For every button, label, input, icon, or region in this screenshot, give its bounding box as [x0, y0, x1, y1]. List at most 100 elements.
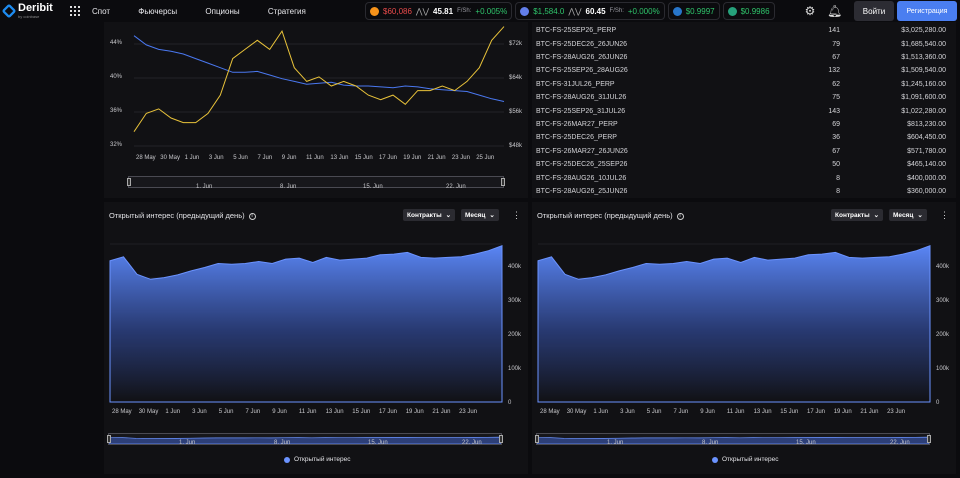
legend-label: Открытый интерес: [294, 456, 351, 463]
contract-count: 67: [832, 53, 840, 61]
notional-value: $400,000.00: [907, 174, 946, 182]
table-row[interactable]: BTC-FS-25DEC26_PERP 36 $604,450.00: [536, 131, 946, 144]
range-handle-right[interactable]: [927, 435, 931, 443]
range-handle-left[interactable]: [107, 435, 111, 443]
x-tick: 23 Jun: [451, 155, 470, 161]
ticker-strip: $60,086 ⋀⋁ 45.81 F/Sh: +0.005% $1,584.0 …: [365, 2, 775, 20]
y-tick-left: 44%: [110, 40, 123, 46]
x-tick: 15 Jun: [780, 409, 799, 415]
range-navigator[interactable]: [107, 433, 503, 445]
nav-futures[interactable]: Фьючерсы: [138, 6, 178, 16]
period-dropdown[interactable]: Месяц ⌄: [461, 209, 499, 221]
range-navigator[interactable]: [535, 433, 931, 445]
eth-dvol: 60.45: [585, 6, 606, 16]
notional-value: $1,509,540.00: [901, 67, 946, 75]
y-tick-left: 36%: [110, 108, 123, 114]
notional-value: $360,000.00: [907, 187, 946, 195]
table-row[interactable]: BTC-FS-25SEP26_28AUG26 132 $1,509,540.00: [536, 64, 946, 77]
x-tick: 30 May: [138, 409, 159, 415]
gear-icon[interactable]: ⚙: [804, 4, 816, 18]
logo[interactable]: Deribit by coinbase: [1, 2, 64, 19]
chart-legend[interactable]: Открытый интерес: [712, 456, 778, 463]
period-dropdown[interactable]: Месяц ⌄: [889, 209, 927, 221]
nav-strategy[interactable]: Стратегия: [267, 6, 306, 16]
instrument-name: BTC-FS-31JUL26_PERP: [536, 80, 615, 88]
range-handle-right[interactable]: [499, 435, 503, 443]
contract-count: 132: [828, 67, 840, 75]
ticker-btc[interactable]: $60,086 ⋀⋁ 45.81 F/Sh: +0.005%: [365, 2, 513, 20]
x-tick: 3 Jun: [208, 155, 224, 161]
x-tick: 11 Jun: [298, 409, 317, 415]
notional-value: $465,140.00: [907, 161, 946, 169]
open-interest-area-chart[interactable]: [532, 230, 956, 430]
btc-funding: +0.005%: [475, 6, 508, 16]
table-row[interactable]: BTC-FS-25DEC26_25SEP26 50 $465,140.00: [536, 158, 946, 171]
x-tick: 23 Jun: [459, 409, 478, 415]
x-tick: 13 Jun: [753, 409, 772, 415]
more-menu-icon[interactable]: ⋮: [512, 210, 521, 220]
info-icon[interactable]: i: [676, 212, 684, 220]
login-button[interactable]: Войти: [854, 1, 894, 21]
ticker-usdc[interactable]: $0.9997: [667, 2, 720, 20]
brand-name: Deribit: [18, 2, 53, 14]
unit-dropdown[interactable]: Контракты ⌄: [831, 209, 884, 221]
deribit-logo-icon: [1, 3, 17, 19]
nav-label: 1. Jun: [179, 440, 196, 446]
table-row[interactable]: BTC-FS-31JUL26_PERP 62 $1,245,160.00: [536, 78, 946, 91]
open-interest-area-chart[interactable]: [104, 230, 528, 430]
eth-funding-label: F/Sh:: [609, 8, 624, 14]
table-row[interactable]: BTC-FS-26MAR27_PERP 69 $813,230.00: [536, 118, 946, 131]
contract-count: 143: [828, 107, 840, 115]
contract-count: 62: [832, 80, 840, 88]
notional-value: $813,230.00: [907, 120, 946, 128]
range-handle-left[interactable]: [535, 435, 539, 443]
nav-label: 22. Jun: [462, 440, 482, 446]
range-navigator[interactable]: [127, 176, 505, 188]
x-tick: 9 Jun: [281, 155, 297, 161]
unit-dropdown[interactable]: Контракты ⌄: [403, 209, 456, 221]
btc-price: $60,086: [383, 6, 412, 16]
nav-label: 8. Jun: [702, 440, 719, 446]
notional-value: $1,685,540.00: [901, 40, 946, 48]
info-icon[interactable]: i: [248, 212, 256, 220]
table-row[interactable]: BTC-FS-28AUG26_26JUN26 67 $1,513,360.00: [536, 51, 946, 64]
nav-label: 8. Jun: [280, 184, 297, 190]
open-interest-area: [537, 244, 931, 403]
table-row[interactable]: BTC-FS-26MAR27_26JUN26 67 $571,780.00: [536, 145, 946, 158]
apps-grid-icon[interactable]: [70, 6, 80, 16]
contract-count: 75: [832, 94, 840, 102]
dvol-price-chart[interactable]: [104, 22, 528, 198]
nav-spot[interactable]: Спот: [92, 6, 111, 16]
table-row[interactable]: BTC-FS-25DEC26_26JUN26 79 $1,685,540.00: [536, 37, 946, 50]
x-tick: 30 May: [160, 155, 180, 161]
vol-icon: ⋀⋁: [415, 6, 430, 16]
range-handle-left[interactable]: [127, 178, 131, 186]
usdt-price: $0.9986: [740, 6, 770, 16]
notional-value: $571,780.00: [907, 147, 946, 155]
instrument-name: BTC-FS-25SEP26_31JUL26: [536, 107, 626, 115]
register-button[interactable]: Регистрация: [897, 1, 957, 21]
more-menu-icon[interactable]: ⋮: [940, 210, 949, 220]
instrument-name: BTC-FS-26MAR27_26JUN26: [536, 147, 628, 155]
notional-value: $604,450.00: [907, 134, 946, 142]
contract-count: 69: [832, 120, 840, 128]
range-handle-right[interactable]: [501, 178, 505, 186]
x-tick: 13 Jun: [325, 409, 344, 415]
x-tick: 11 Jun: [306, 155, 324, 161]
table-row[interactable]: BTC-FS-25SEP26_31JUL26 143 $1,022,280.00: [536, 104, 946, 117]
nav-label: 15. Jun: [796, 440, 816, 446]
table-row[interactable]: BTC-FS-28AUG26_31JUL26 75 $1,091,600.00: [536, 91, 946, 104]
table-row[interactable]: BTC-FS-28AUG26_10JUL26 8 $400,000.00: [536, 171, 946, 184]
ticker-usdt[interactable]: $0.9986: [722, 2, 775, 20]
x-tick: 30 May: [566, 409, 587, 415]
panel-title: Открытый интерес (предыдущий день) i: [109, 211, 256, 220]
nav-options[interactable]: Опционы: [205, 6, 240, 16]
ticker-eth[interactable]: $1,584.0 ⋀⋁ 60.45 F/Sh: +0.000%: [515, 2, 665, 20]
nav-label: 15. Jun: [363, 184, 383, 190]
legend-dot: [712, 456, 718, 463]
table-row[interactable]: BTC-FS-28AUG26_25JUN26 8 $360,000.00: [536, 185, 946, 198]
bell-icon[interactable]: 🔔︎: [827, 4, 843, 18]
chart-legend[interactable]: Открытый интерес: [284, 456, 350, 463]
table-row[interactable]: BTC-FS-25SEP26_PERP 141 $3,025,280.00: [536, 24, 946, 37]
top-bar: Deribit by coinbase Спот Фьючерсы Опцион…: [0, 0, 960, 22]
